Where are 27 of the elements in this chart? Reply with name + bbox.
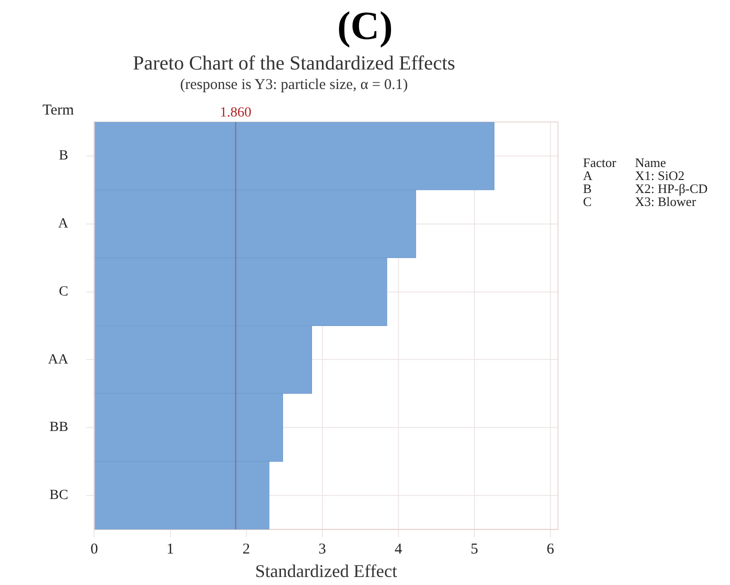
x-tick-label: 0 [90,541,98,558]
x-tick-label: 1 [166,541,174,558]
text: X2: HP-β-CD [635,181,708,196]
ref-line-label: 1.860 [220,106,252,121]
chart-title: Pareto Chart of the Standardized Effects [132,52,456,74]
y-tick-label: BC [50,488,68,504]
text: X3: Blower [635,194,696,209]
text: Name [635,155,668,170]
x-tick-label: 5 [470,541,478,558]
y-tick-label: A [58,216,70,232]
text: B [583,181,593,196]
text: (C) [336,2,394,49]
y-tick-label: C [58,284,68,300]
text: Factor [583,155,618,170]
text: X1: SiO2 [635,168,686,183]
x-tick-label: 4 [394,541,403,558]
x-tick-label: 6 [546,541,555,558]
x-axis-title: Standardized Effect [255,560,398,581]
y-tick-label: BB [50,420,68,436]
text: A [583,168,594,183]
chart-subtitle: (response is Y3: particle size, α = 0.1) [180,76,408,93]
y-axis-title: Term [42,102,74,118]
text: C [583,194,593,209]
y-tick-label: AA [48,352,70,368]
y-tick-label: B [58,148,68,164]
x-tick-label: 3 [318,541,326,558]
x-tick-label: 2 [242,541,250,558]
